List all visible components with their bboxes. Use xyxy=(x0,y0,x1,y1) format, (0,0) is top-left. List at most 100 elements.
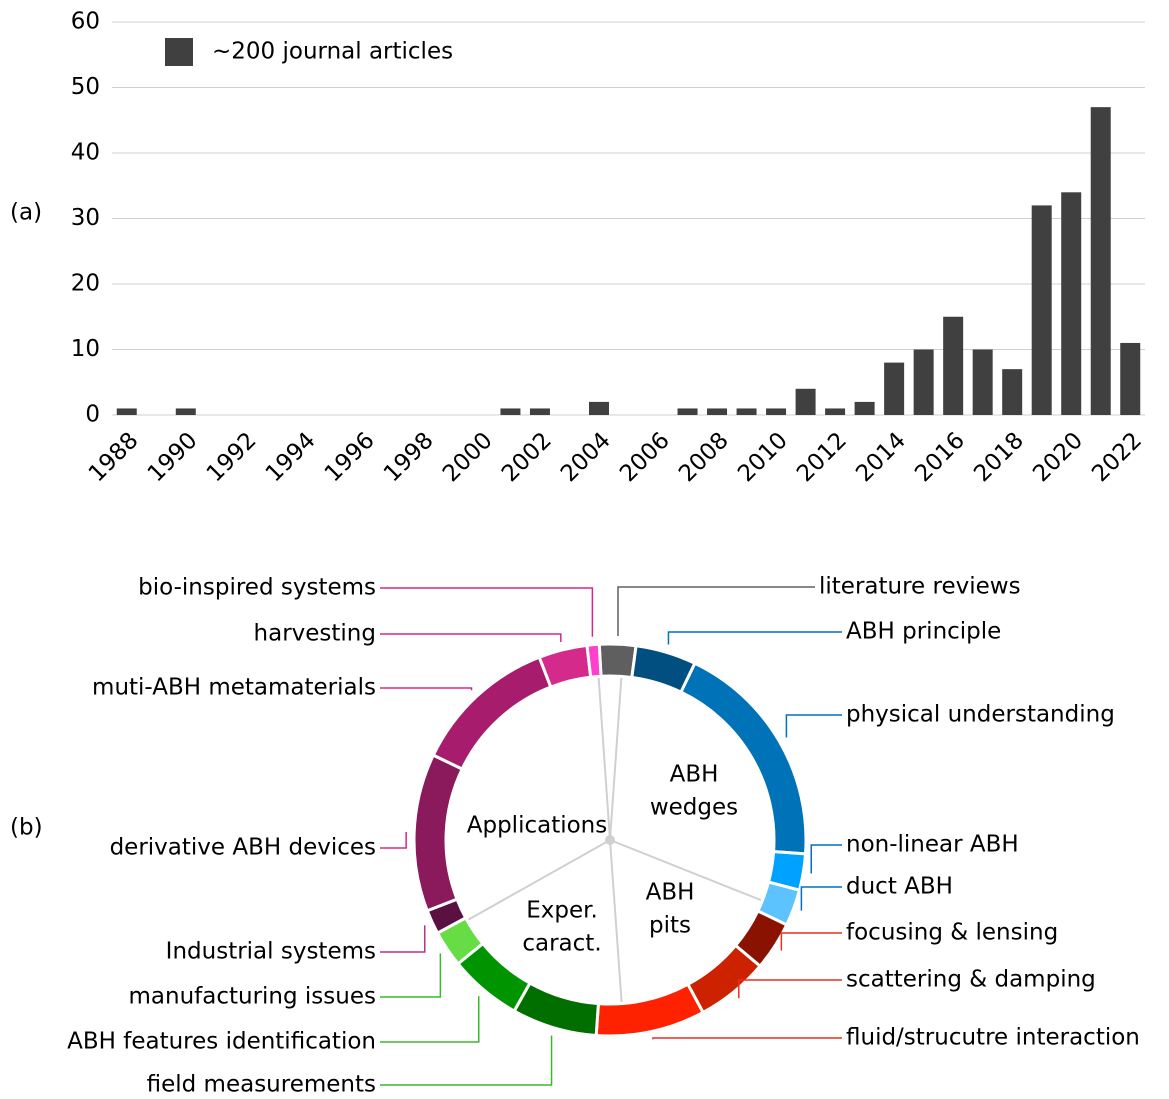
y-tick-label: 60 xyxy=(71,9,100,35)
bar xyxy=(1061,192,1082,415)
bar xyxy=(884,362,905,415)
center-dot xyxy=(605,835,615,845)
bar xyxy=(588,401,609,415)
x-tick-label: 1988 xyxy=(84,427,144,487)
y-tick-label: 0 xyxy=(85,402,100,428)
bar xyxy=(1120,342,1141,415)
leader-line xyxy=(785,714,842,738)
bar xyxy=(825,408,846,415)
bar xyxy=(116,408,137,415)
x-tick-label: 2018 xyxy=(969,427,1029,487)
slice-label: scattering & damping xyxy=(846,967,1096,993)
x-tick-label: 2016 xyxy=(910,427,970,487)
group-label: ABH xyxy=(670,762,719,788)
leader-line xyxy=(380,831,407,849)
bar xyxy=(1031,205,1052,415)
slice-label: non-linear ABH xyxy=(846,832,1019,858)
x-tick-label: 1996 xyxy=(320,427,380,487)
x-tick-label: 2000 xyxy=(438,427,498,487)
group-label: ABH xyxy=(646,880,695,906)
leader-line xyxy=(810,844,842,874)
group-label: caract. xyxy=(522,931,601,957)
leader-line xyxy=(380,587,594,637)
bar xyxy=(854,401,875,415)
divider xyxy=(597,674,611,841)
bar xyxy=(766,408,787,415)
x-tick-label: 2006 xyxy=(615,427,675,487)
leader-line xyxy=(380,687,473,691)
leader-line xyxy=(652,1037,842,1040)
bar xyxy=(500,408,521,415)
legend-swatch xyxy=(165,38,193,66)
bar xyxy=(175,408,196,415)
group-label: Exper. xyxy=(526,898,598,924)
slice-label: Industrial systems xyxy=(166,939,376,965)
leader-line xyxy=(738,979,842,999)
slice-label: ABH features identification xyxy=(67,1029,376,1055)
x-tick-label: 1994 xyxy=(261,427,321,487)
x-tick-label: 2004 xyxy=(556,427,616,487)
bar xyxy=(913,349,934,415)
x-tick-label: 2008 xyxy=(674,427,734,487)
legend-label: ~200 journal articles xyxy=(212,39,453,65)
x-tick-label: 1992 xyxy=(202,427,262,487)
leader-line xyxy=(380,1035,553,1086)
divider xyxy=(464,839,611,923)
bar xyxy=(972,349,993,415)
leader-line xyxy=(380,996,480,1043)
slice-label: focusing & lensing xyxy=(846,920,1058,946)
x-tick-label: 1990 xyxy=(143,427,203,487)
bar xyxy=(707,408,728,415)
slice-label: ABH principle xyxy=(846,619,1001,645)
slice-label: bio-inspired systems xyxy=(138,575,376,601)
x-tick-label: 2014 xyxy=(851,427,911,487)
slice-label: literature reviews xyxy=(819,574,1021,600)
slice-label: derivative ABH devices xyxy=(110,835,376,861)
panel-label: (b) xyxy=(10,815,43,841)
leader-line xyxy=(667,631,842,645)
slice-label: fluid/strucutre interaction xyxy=(846,1025,1140,1051)
divider xyxy=(609,839,623,1006)
bar xyxy=(1090,107,1111,416)
bar xyxy=(677,408,698,415)
y-tick-label: 30 xyxy=(71,205,100,231)
divider xyxy=(609,674,623,841)
leader-line xyxy=(380,633,562,643)
bar xyxy=(943,316,964,415)
divider xyxy=(609,839,765,903)
donut-segment xyxy=(585,642,603,679)
leader-line xyxy=(800,886,842,911)
slice-label: harvesting xyxy=(254,621,376,647)
panel-label: (a) xyxy=(10,200,42,226)
y-tick-label: 40 xyxy=(71,140,100,166)
bar xyxy=(736,408,757,415)
donut-segment xyxy=(412,753,465,913)
slice-label: field measurements xyxy=(147,1072,376,1098)
x-tick-label: 2012 xyxy=(792,427,852,487)
x-tick-label: 2020 xyxy=(1028,427,1088,487)
donut-segment xyxy=(678,661,808,856)
bar xyxy=(529,408,550,415)
slice-label: muti-ABH metamaterials xyxy=(92,675,376,701)
y-tick-label: 20 xyxy=(71,271,100,297)
y-tick-label: 50 xyxy=(71,74,100,100)
group-label: Applications xyxy=(467,813,608,839)
donut-segment xyxy=(597,642,638,680)
y-tick-label: 10 xyxy=(71,336,100,362)
donut-segment xyxy=(594,982,706,1038)
x-tick-label: 2002 xyxy=(497,427,557,487)
x-tick-label: 2022 xyxy=(1087,427,1147,487)
donut-segment xyxy=(431,655,553,772)
leader-line xyxy=(380,925,426,953)
leader-line xyxy=(780,932,842,951)
x-tick-label: 1998 xyxy=(379,427,439,487)
group-label: wedges xyxy=(650,795,738,821)
x-tick-label: 2010 xyxy=(733,427,793,487)
slice-label: physical understanding xyxy=(846,702,1115,728)
bar xyxy=(1002,369,1023,415)
donut-segment xyxy=(537,643,593,689)
leader-line xyxy=(617,586,815,637)
group-label: pits xyxy=(649,913,691,939)
bar xyxy=(795,388,816,415)
